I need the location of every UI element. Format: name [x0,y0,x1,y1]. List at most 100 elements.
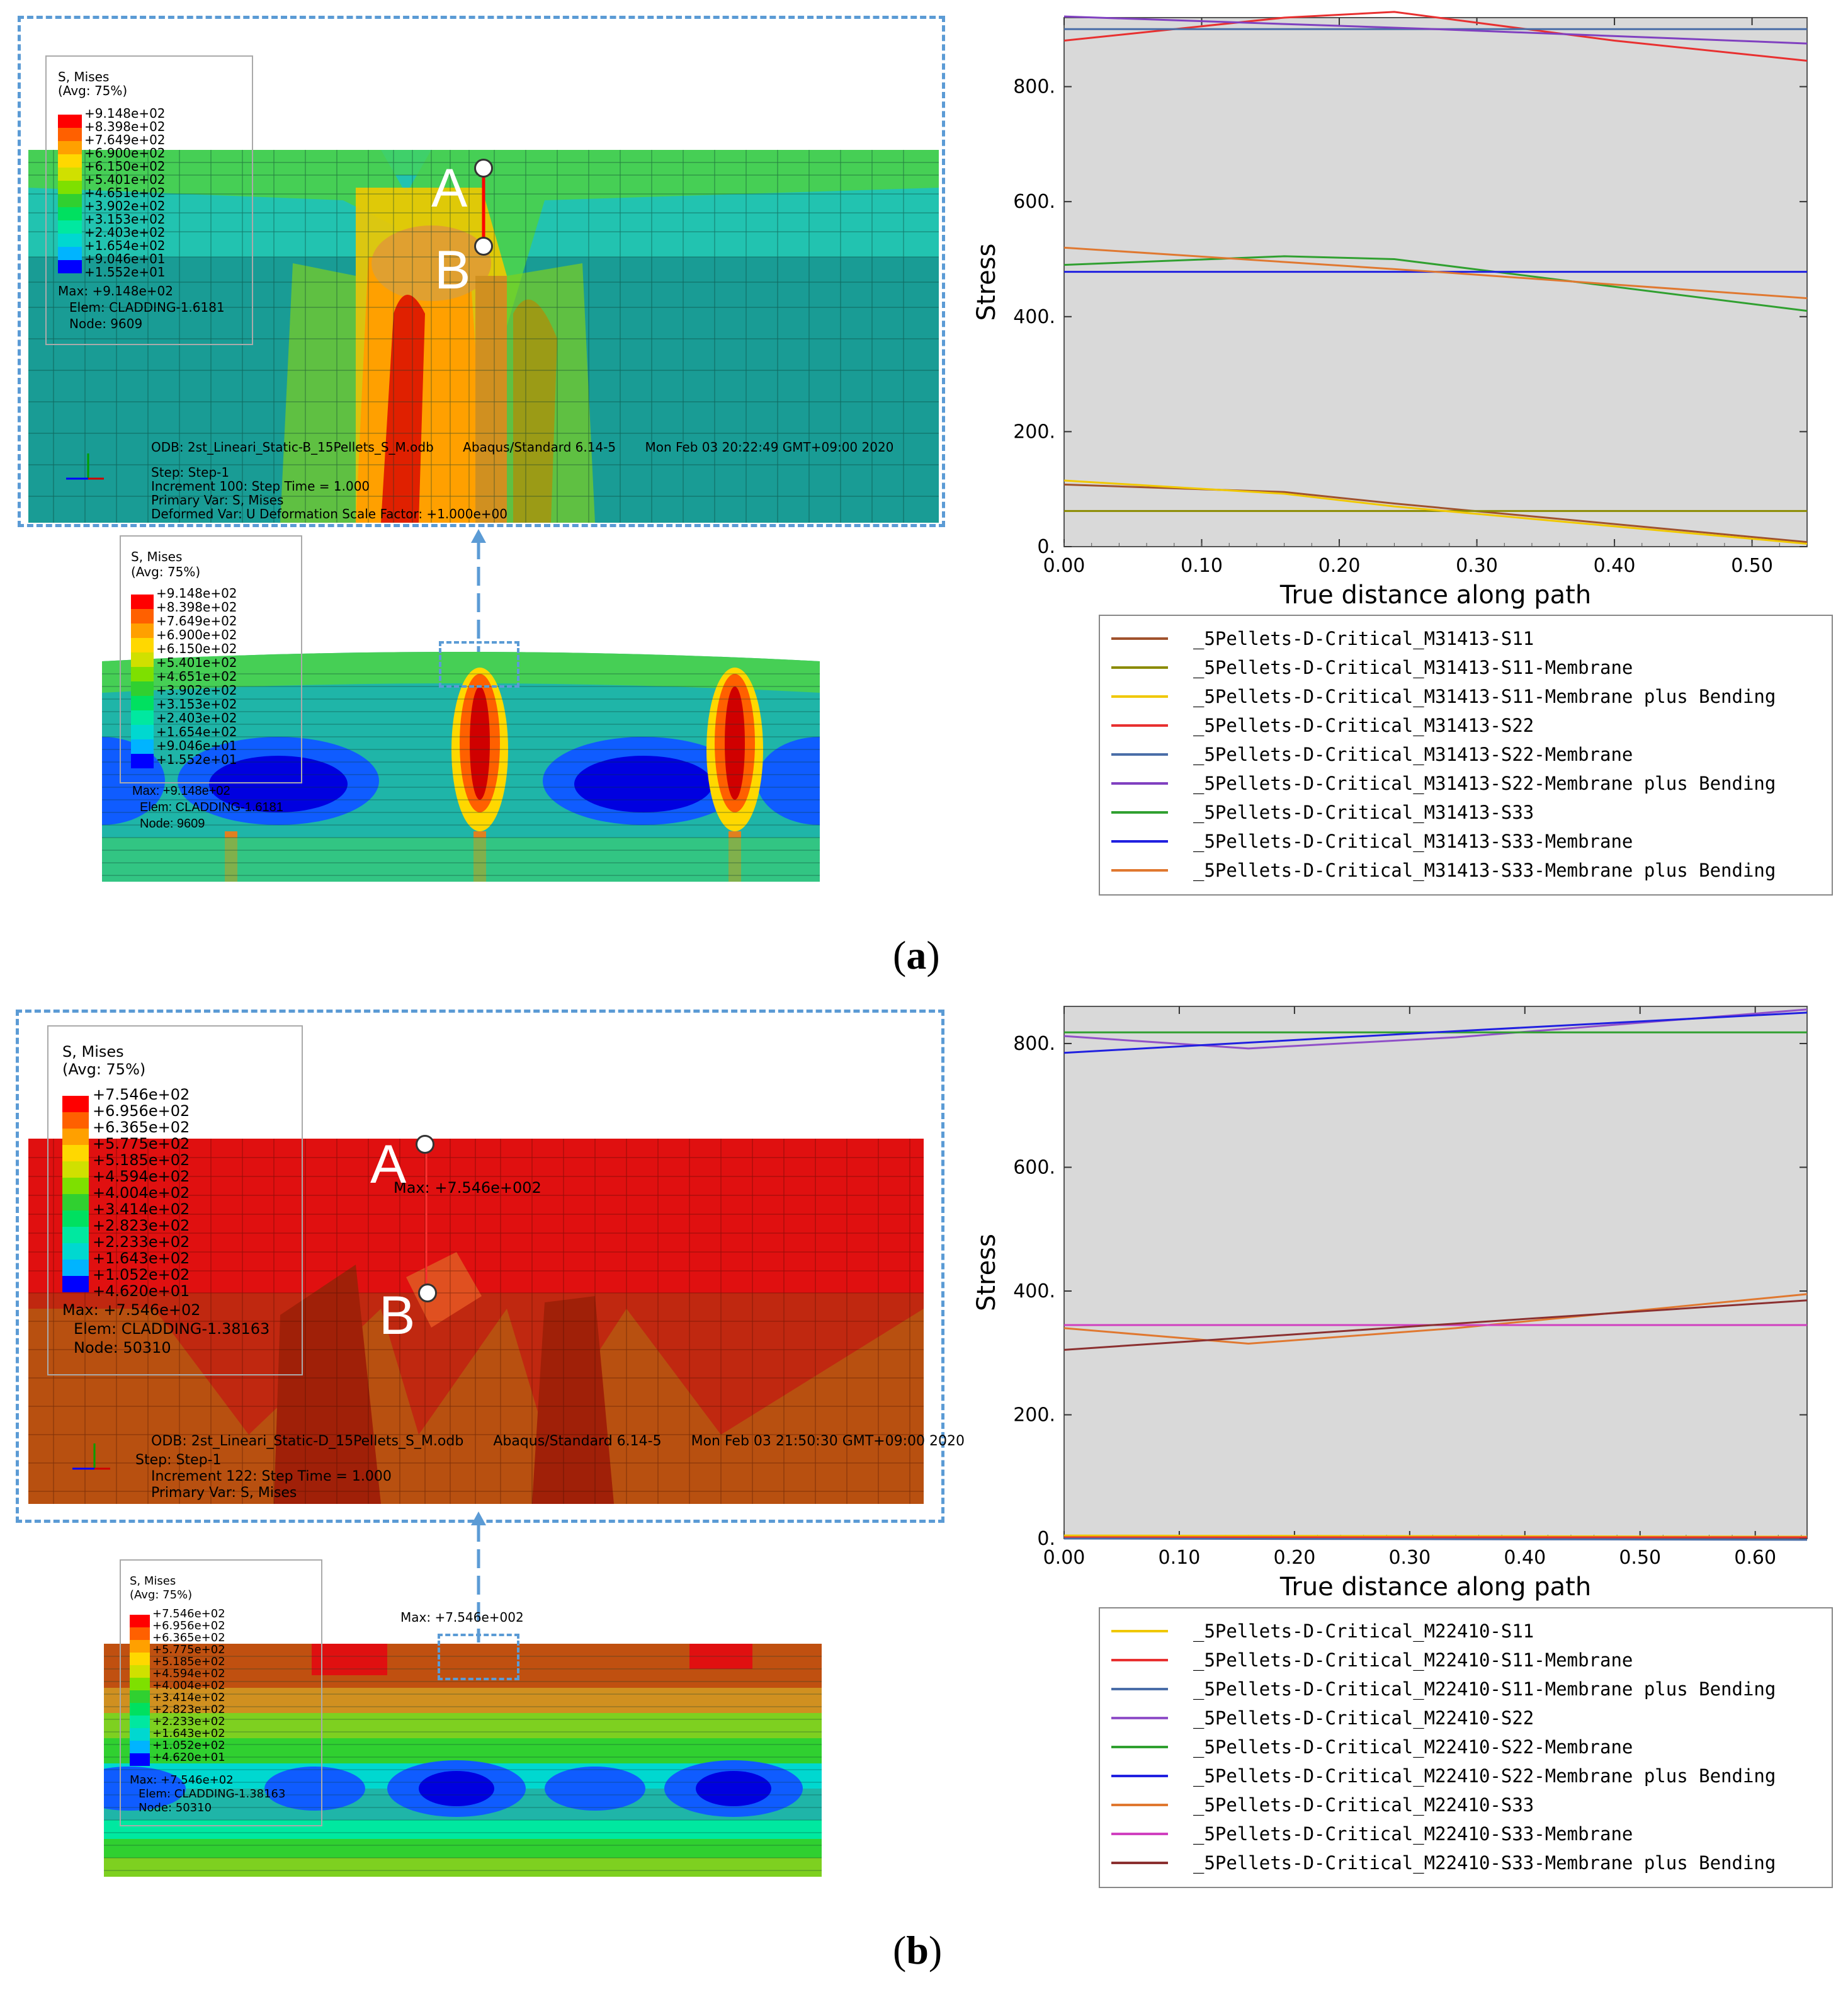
odb-file: ODB: 2st_Lineari_Static-B_15Pellets_S_M.… [151,440,434,455]
chart-a-legend-entry: _5Pellets-D-Critical_M31413-S22-Membrane… [1100,770,1776,797]
colorbar-b-overview [130,1615,150,1766]
legend-elem: Elem: CLADDING-1.38163 [74,1320,270,1338]
cb-label: +6.365e+02 [152,1631,225,1644]
cb-label: +4.651e+02 [156,669,237,684]
cb-label: +5.775e+02 [152,1643,225,1656]
cb-label: +2.233e+02 [152,1715,225,1728]
legend-title: S, Mises [58,69,110,84]
cb-label: +8.398e+02 [156,600,237,615]
legend-label: _5Pellets-D-Critical_M31413-S22 [1193,715,1534,736]
chart-a-legend-entry: _5Pellets-D-Critical_M31413-S11 [1100,625,1534,652]
odb-primary-b: Primary Var: S, Mises [151,1485,297,1501]
legend-swatch [1111,1630,1168,1632]
chart-b-legend-entry: _5Pellets-D-Critical_M22410-S11 [1100,1617,1534,1645]
legend-swatch [1111,1717,1168,1719]
fem-a-overview [102,649,820,882]
chart-b-legend-entry: _5Pellets-D-Critical_M22410-S22 [1100,1704,1534,1732]
chart-legend-b: _5Pellets-D-Critical_M22410-S11 _5Pellets… [1099,1607,1833,1888]
cb-label: +8.398e+02 [84,119,166,134]
chart-a-xlabel: True distance along path [1279,581,1591,610]
cb-label: +5.185e+02 [152,1655,225,1668]
odb-solver: Abaqus/Standard 6.14-5 [493,1433,662,1449]
max-annotation-b-zoom: Max: +7.546e+002 [394,1179,541,1197]
colorbar-b-zoom [62,1096,89,1292]
chart-a-series-line [1063,483,1808,544]
chart-a-xtick-label: 0.30 [1456,555,1498,577]
cb-label: +4.594e+02 [152,1667,225,1680]
chart-a-legend-entry: _5Pellets-D-Critical_M31413-S22 [1100,712,1534,739]
cb-label: +6.365e+02 [93,1118,190,1136]
cb-label: +3.153e+02 [156,697,237,712]
odb-solver: Abaqus/Standard 6.14-5 [463,440,616,455]
legend-label: _5Pellets-D-Critical_M22410-S22 [1193,1707,1534,1729]
legend-label: _5Pellets-D-Critical_M31413-S22-Membrane… [1193,773,1776,794]
legend-swatch [1111,637,1168,640]
chart-b-series-line [1063,1011,1808,1054]
legend-max-a-overview: Max: +9.148e+02 [132,784,230,798]
legend-label: _5Pellets-D-Critical_M31413-S11 [1193,628,1534,649]
legend-elem: Elem: CLADDING-1.6181 [69,300,225,315]
cb-label: +4.004e+02 [152,1679,225,1692]
chart-a-legend-entry: _5Pellets-D-Critical_M31413-S33-Membrane… [1100,857,1776,884]
chart-b-plot-area [1063,1006,1808,1539]
cb-label: +6.150e+02 [156,641,237,656]
subfigure-label-b: (b) [893,1928,943,1972]
cb-label: +2.823e+02 [152,1703,225,1716]
contour-legend-b-zoom: S, Mises (Avg: 75%) +7.546e+02 +6.956e+0… [47,1025,303,1375]
cb-label: +2.403e+02 [156,710,237,726]
legend-elem-a-overview: Elem: CLADDING-1.6181 [140,800,283,814]
chart-a-legend-entry: _5Pellets-D-Critical_M31413-S11-Membrane [1100,654,1633,681]
chart-a-legend-entry: _5Pellets-D-Critical_M31413-S22-Membrane [1100,741,1633,768]
max-annotation-b-overview: Max: +7.546e+002 [400,1610,524,1625]
chart-b-series-line [1063,1537,1808,1541]
chart-b-xtick-label: 0.50 [1619,1547,1661,1569]
legend-label: _5Pellets-D-Critical_M31413-S11-Membrane… [1193,686,1776,707]
point-b-marker-b [418,1283,437,1302]
cb-label: +6.956e+02 [93,1102,190,1120]
legend-swatch [1111,1862,1168,1864]
chart-b-ytick-label: 600. [1013,1156,1055,1178]
zoom-frame-a [18,16,945,527]
legend-label: _5Pellets-D-Critical_M22410-S11-Membrane… [1193,1678,1776,1700]
odb-increment-b: Increment 122: Step Time = 1.000 [151,1469,392,1484]
contour-legend-a-overview: S, Mises (Avg: 75%) +9.148e+02 +8.398e+0… [120,535,302,783]
chart-b-ytick-label: 400. [1013,1280,1055,1302]
legend-label: _5Pellets-D-Critical_M22410-S22-Membrane… [1193,1765,1776,1787]
cb-label: +4.620e+01 [93,1282,190,1300]
cb-label: +1.052e+02 [152,1739,225,1752]
fem-b-zoom [28,1139,924,1504]
chart-b-legend-entry: _5Pellets-D-Critical_M22410-S33-Membrane [1100,1820,1633,1848]
odb-date: Mon Feb 03 21:50:30 GMT+09:00 2020 [691,1433,965,1449]
chart-a-plot-area [1063,17,1808,547]
cb-label: +7.649e+02 [84,132,166,147]
chart-b-legend-entry: _5Pellets-D-Critical_M22410-S22-Membrane [1100,1733,1633,1761]
odb-date: Mon Feb 03 20:22:49 GMT+09:00 2020 [645,440,894,455]
chart-a-series-line [1063,11,1808,62]
chart-b-legend-entry: _5Pellets-D-Critical_M22410-S33-Membrane… [1100,1849,1776,1877]
legend-swatch [1111,1688,1168,1690]
legend-label: _5Pellets-D-Critical_M22410-S33-Membrane… [1193,1852,1776,1874]
legend-swatch [1111,869,1168,872]
legend-label: _5Pellets-D-Critical_M31413-S11-Membrane [1193,657,1633,678]
cb-label: +4.594e+02 [93,1168,190,1185]
odb-deformed-a: Deformed Var: U Deformation Scale Factor… [151,506,507,520]
legend-label: _5Pellets-D-Critical_M31413-S33 [1193,802,1534,823]
cb-label: +3.153e+02 [84,212,166,227]
chart-a-xtick-label: 0.20 [1318,555,1361,577]
legend-label: _5Pellets-D-Critical_M31413-S33-Membrane [1193,831,1633,852]
cb-label: +1.552e+01 [156,752,237,767]
chart-a-ytick-label: 600. [1013,191,1055,213]
axis-triad-b [72,1443,110,1470]
legend-avg: (Avg: 75%) [62,1061,146,1078]
point-a-marker [474,159,493,178]
cb-label: +6.900e+02 [156,627,237,642]
chart-b-xtick-label: 0.20 [1273,1547,1315,1569]
legend-swatch [1111,1775,1168,1777]
cb-label: +7.546e+02 [152,1607,225,1620]
legend-elem: Elem: CLADDING-1.38163 [139,1787,286,1801]
legend-label: _5Pellets-D-Critical_M22410-S33 [1193,1794,1534,1816]
legend-node-a-overview: Node: 9609 [140,817,205,831]
chart-a-xtick-label: 0.50 [1731,555,1773,577]
legend-avg: (Avg: 75%) [131,564,201,579]
chart-b-legend-entry: _5Pellets-D-Critical_M22410-S33 [1100,1791,1534,1819]
